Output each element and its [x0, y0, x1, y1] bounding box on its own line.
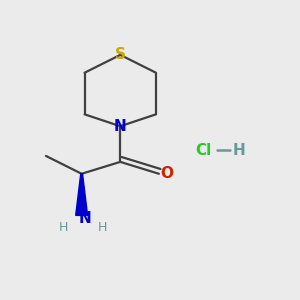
Text: H: H [233, 142, 245, 158]
Text: O: O [160, 166, 173, 181]
Text: N: N [78, 211, 91, 226]
Polygon shape [76, 174, 88, 215]
Text: S: S [115, 47, 126, 62]
Text: H: H [98, 221, 107, 234]
Text: H: H [59, 221, 68, 234]
Text: N: N [114, 119, 127, 134]
Text: Cl: Cl [195, 142, 212, 158]
